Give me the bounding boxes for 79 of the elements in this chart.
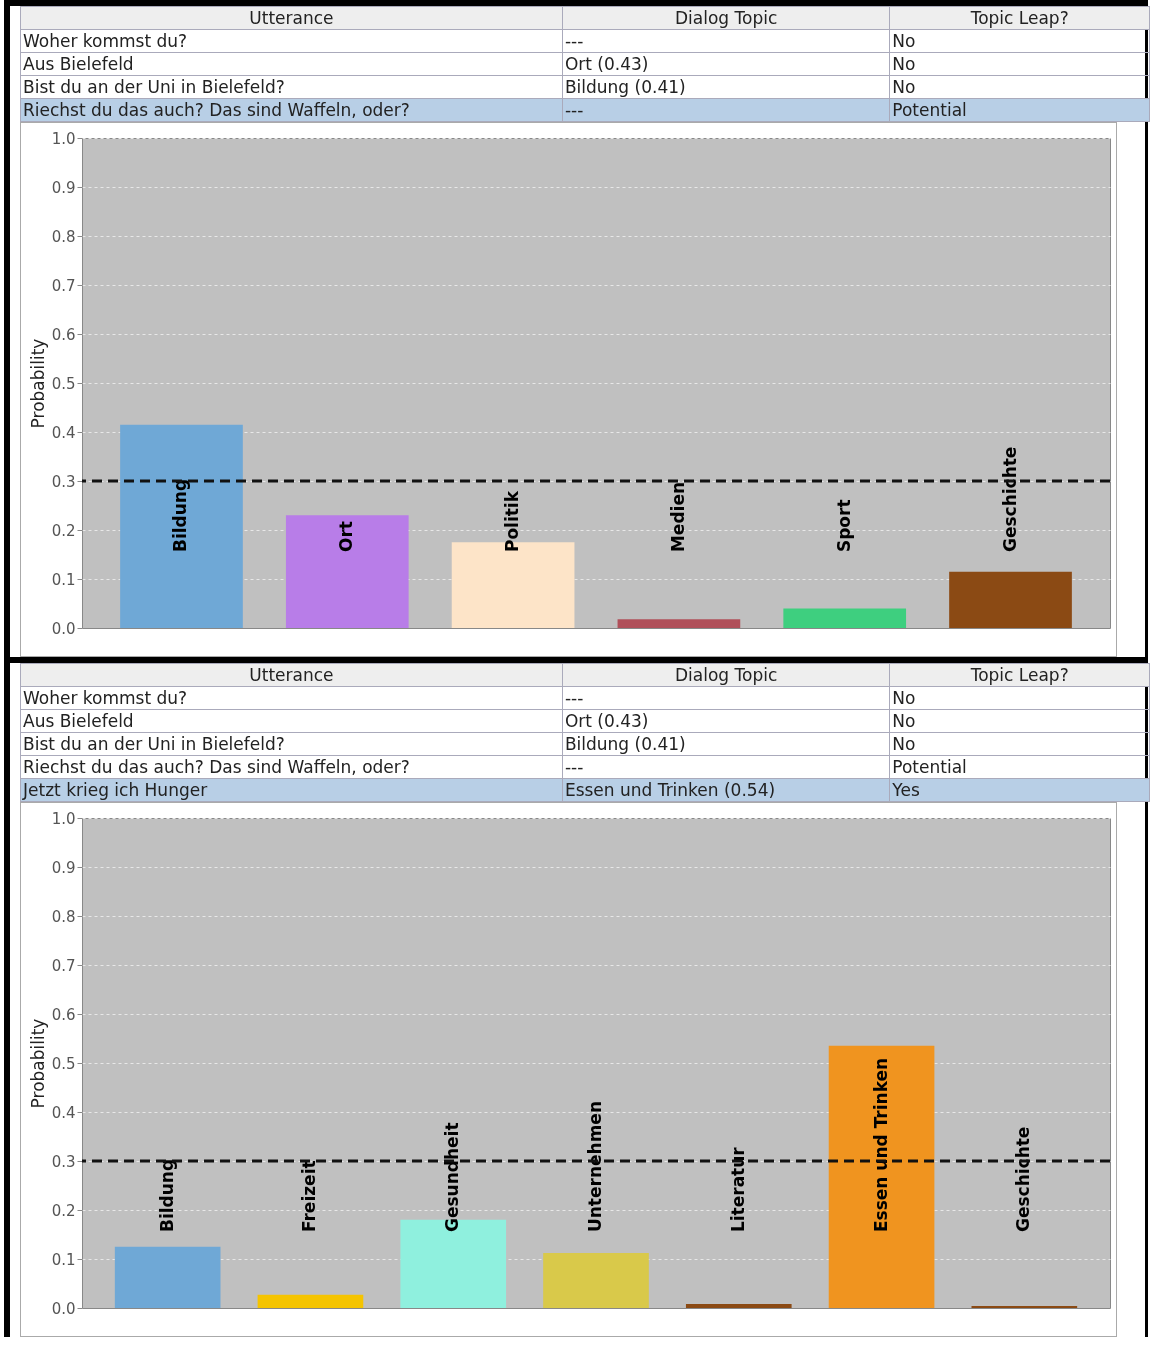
text: Essen und Trinken (0.54) [562,778,890,802]
text: --- [562,29,890,53]
y-tick-label: 0.7 [51,956,76,975]
y-tick-label: 1.0 [51,809,76,828]
text: Riechst du das auch? Das sind Waffeln, oder? [20,98,563,122]
y-tick-label: 0.1 [51,570,76,589]
text: Potential [889,755,1150,779]
y-axis-title: Probability [27,338,48,429]
text: Utterance [20,663,563,687]
y-tick-label: 0.2 [51,521,76,540]
text: Topic Leap? [889,663,1150,687]
text: Yes [889,778,1150,802]
text: Ort (0.43) [562,709,890,733]
text: Potential [889,98,1150,122]
bar [685,1304,792,1308]
y-tick-label: 0.6 [51,325,76,344]
x-tick-label: Politik [502,490,523,553]
x-tick-label: Bildung [170,478,191,553]
y-tick-label: 0.6 [51,1005,76,1024]
text: Riechst du das auch? Das sind Waffeln, oder? [20,755,563,779]
y-axis-title: Probability [27,1018,48,1109]
text: --- [562,98,890,122]
text: Ort (0.43) [562,52,890,76]
x-tick-label: Literatur [727,1146,748,1233]
y-tick-label: 0.8 [51,227,76,246]
x-tick-label: Sport [833,499,854,553]
x-tick-label: Bildung [156,1158,177,1233]
text: Utterance [20,6,563,30]
y-tick-label: 0.2 [51,1201,76,1220]
bar [617,619,741,628]
y-tick-label: 0.8 [51,907,76,926]
y-tick-label: 0.4 [51,1103,76,1122]
bar [783,608,907,628]
bar [257,1294,364,1308]
text: Bist du an der Uni in Bielefeld? [20,732,563,756]
text: Woher kommst du? [20,686,563,710]
y-tick-label: 0.3 [51,472,76,491]
y-tick-label: 1.0 [51,129,76,148]
bar [114,1246,221,1308]
y-tick-label: 0.5 [51,374,76,393]
x-tick-label: Medien [667,481,688,553]
y-tick-label: 0.9 [51,178,76,197]
text: Bist du an der Uni in Bielefeld? [20,75,563,99]
x-tick-label: Ort [336,521,357,553]
text: Bildung (0.41) [562,75,890,99]
text: Woher kommst du? [20,29,563,53]
bar [120,424,243,628]
y-tick-label: 0.1 [51,1250,76,1269]
text: No [889,29,1150,53]
text: Topic Leap? [889,6,1150,30]
text: No [889,709,1150,733]
x-tick-label: Gesundheit [442,1122,463,1233]
x-tick-label: Freizeit [299,1160,320,1233]
text: --- [562,755,890,779]
y-tick-label: 0.0 [51,1299,76,1318]
x-tick-label: Geschichte [999,446,1020,553]
y-tick-label: 0.3 [51,1152,76,1171]
text: No [889,732,1150,756]
bar [285,515,409,628]
y-tick-label: 0.7 [51,276,76,295]
text: --- [562,686,890,710]
text: Jetzt krieg ich Hunger [20,778,563,802]
x-tick-label: Geschichte [1013,1126,1034,1233]
y-tick-label: 0.9 [51,858,76,877]
y-tick-label: 0.4 [51,423,76,442]
y-tick-label: 0.0 [51,619,76,638]
text: Dialog Topic [562,6,890,30]
text: No [889,75,1150,99]
bar [949,571,1072,628]
text: Dialog Topic [562,663,890,687]
bar [543,1253,649,1308]
text: No [889,52,1150,76]
text: Aus Bielefeld [20,709,563,733]
text: Bildung (0.41) [562,732,890,756]
x-tick-label: Unternehmen [585,1101,605,1233]
text: No [889,686,1150,710]
y-tick-label: 0.5 [51,1054,76,1073]
text: Aus Bielefeld [20,52,563,76]
bar [828,1045,935,1308]
